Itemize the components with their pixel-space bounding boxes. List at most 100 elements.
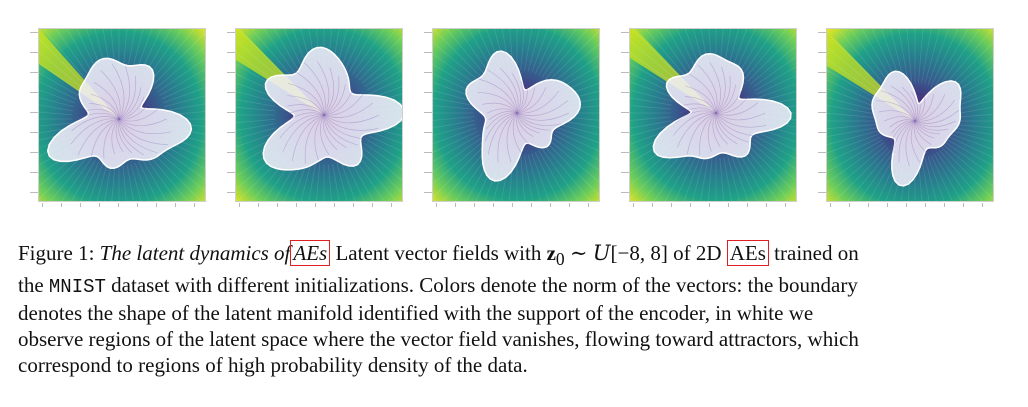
flow-streak	[754, 135, 796, 160]
caption-aes-link[interactable]: AEs	[726, 240, 769, 266]
vector-field-svg	[236, 29, 402, 201]
manifold-streamline	[905, 120, 916, 167]
flow-streak	[122, 29, 128, 73]
manifold-streamline	[512, 112, 523, 155]
caption-title-aes-link[interactable]: AEs	[290, 240, 331, 266]
manifold-streamline	[112, 64, 125, 120]
y-axis-tick	[424, 92, 432, 93]
manifold-streamline	[715, 112, 750, 143]
flow-streak	[554, 134, 599, 161]
flow-streak	[538, 150, 569, 201]
y-axis-tick	[227, 52, 235, 53]
manifold-streamline	[285, 109, 325, 116]
flow-streak	[727, 156, 740, 201]
manifold-streamline	[477, 91, 518, 114]
flow-streak	[39, 62, 81, 93]
vector-field-plot	[235, 28, 403, 202]
x-axis-tick	[982, 203, 983, 207]
y-axis-tick	[621, 72, 629, 73]
flow-streak	[138, 161, 158, 201]
flow-streak	[630, 89, 673, 102]
manifold-streamline	[323, 94, 363, 116]
x-axis-tick	[455, 203, 456, 207]
manifold-streamline	[70, 118, 120, 145]
flow-streak	[952, 127, 993, 136]
flow-streak	[759, 91, 796, 102]
flow-streak	[738, 29, 765, 75]
flow-streak	[165, 111, 205, 116]
y-axis-tick	[818, 32, 826, 33]
manifold-streamline	[288, 82, 325, 116]
flow-streak	[39, 97, 74, 108]
flow-streak	[868, 153, 897, 201]
manifold-streamline	[515, 112, 530, 145]
flow-streak	[368, 135, 402, 152]
x-axis-tick	[588, 203, 589, 207]
x-axis-tick	[868, 203, 869, 207]
flow-streak	[39, 89, 76, 104]
flow-streak	[531, 29, 548, 73]
flow-streak	[527, 154, 541, 201]
flow-streak	[827, 32, 889, 95]
flow-streak	[520, 29, 525, 70]
latent-manifold	[871, 70, 962, 187]
manifold-streamline	[118, 96, 145, 120]
x-axis-tick	[156, 203, 157, 207]
manifold-streamline	[516, 112, 570, 121]
y-axis-tick	[30, 152, 38, 153]
x-axis-tick	[550, 203, 551, 207]
x-axis-tick	[315, 203, 316, 207]
y-axis-tick	[621, 52, 629, 53]
flow-streak	[433, 143, 487, 198]
flow-streak	[723, 157, 732, 201]
flow-streak	[263, 29, 296, 75]
flow-streak	[154, 148, 205, 192]
flow-streak	[858, 151, 894, 201]
flow-streak	[39, 38, 87, 87]
flow-streak	[692, 156, 705, 201]
flow-streak	[236, 106, 275, 112]
flow-streak	[938, 149, 983, 201]
manifold-streamline	[323, 76, 340, 116]
flow-streak	[723, 29, 732, 69]
manifold-streamline	[323, 114, 347, 149]
caption-text-3: trained on	[768, 241, 859, 265]
flow-streak	[541, 29, 577, 78]
x-axis-tick	[512, 203, 513, 207]
flow-streak	[433, 97, 475, 106]
manifold-streamline	[892, 120, 916, 153]
flow-streak	[145, 157, 177, 201]
flow-streak	[827, 123, 878, 130]
manifold-streamline	[291, 114, 325, 162]
caption-text-2: of 2D	[667, 241, 727, 265]
vector-field-svg	[630, 29, 796, 201]
flow-streak	[433, 140, 485, 185]
y-axis-tick	[621, 192, 629, 193]
flow-streak	[154, 46, 205, 90]
flow-streak	[758, 83, 796, 98]
flow-streak	[88, 162, 104, 201]
flow-streak	[236, 91, 277, 103]
flow-streak	[524, 29, 533, 71]
x-axis-tick	[652, 203, 653, 207]
manifold-streamline	[876, 100, 916, 122]
flow-streak	[827, 127, 878, 137]
flow-streak	[538, 29, 566, 76]
manifold-streamline	[914, 99, 955, 122]
x-axis-tick	[296, 203, 297, 207]
flow-streak	[292, 29, 308, 69]
x-axis-tick	[785, 203, 786, 207]
y-axis-tick	[424, 192, 432, 193]
flow-streak	[734, 29, 756, 73]
flow-streak	[927, 29, 949, 86]
vector-field-svg	[433, 29, 599, 201]
y-axis-tick	[30, 172, 38, 173]
flow-streak	[236, 40, 287, 84]
flow-streak	[547, 143, 599, 196]
manifold-streamline	[914, 120, 932, 145]
flow-streak	[731, 155, 749, 201]
flow-streak	[509, 29, 514, 70]
manifold-streamline	[898, 120, 916, 163]
flow-streak	[952, 113, 993, 119]
flow-streak	[952, 106, 993, 115]
